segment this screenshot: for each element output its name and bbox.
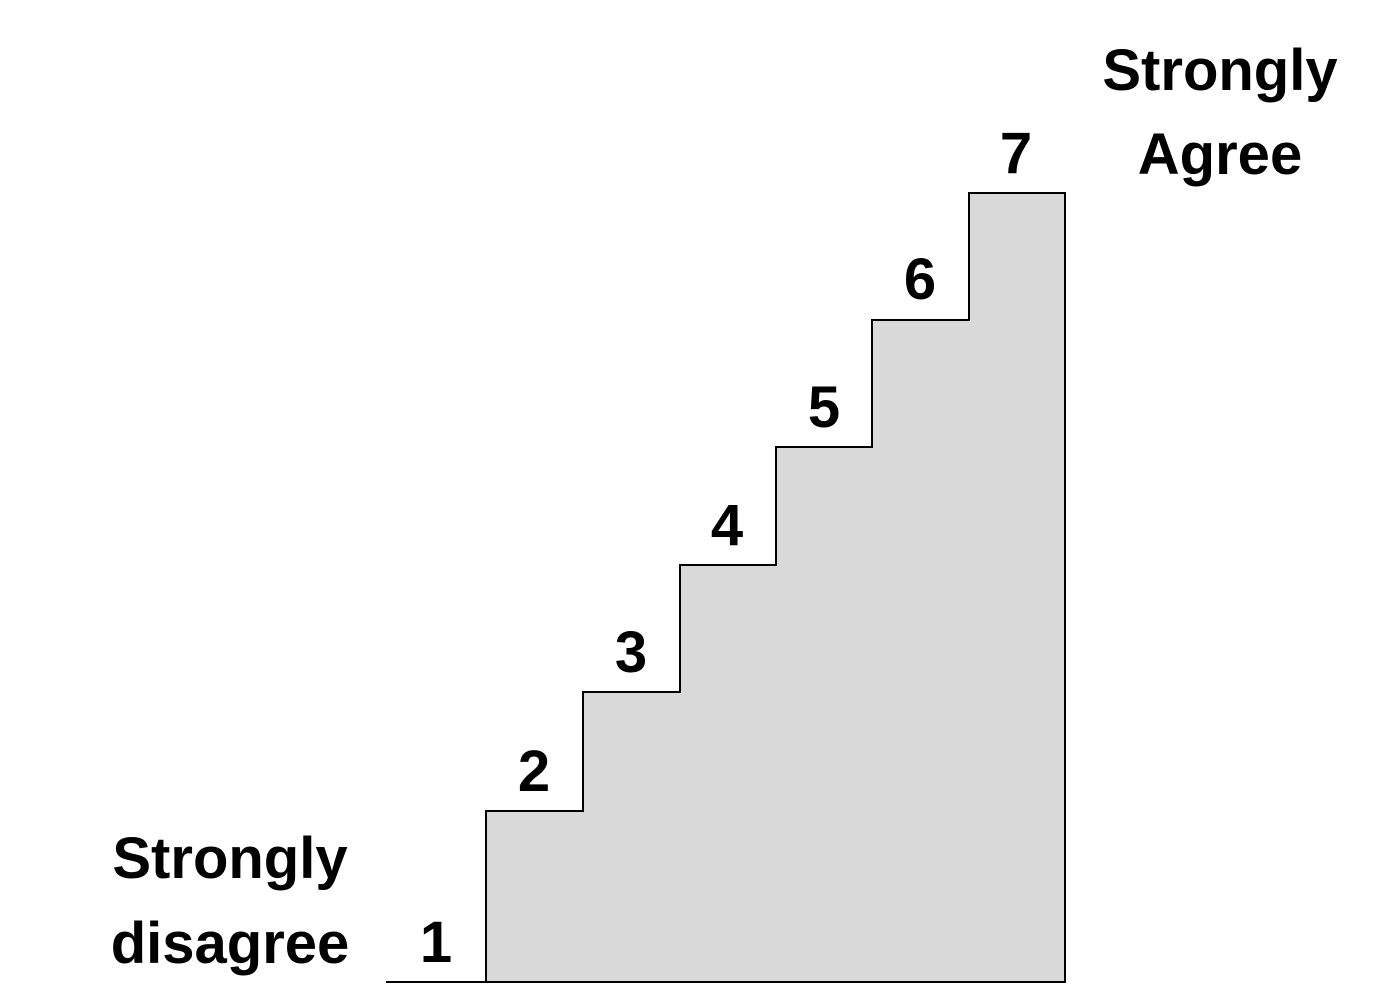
step-number-1: 1 <box>420 910 452 975</box>
high-anchor-line1: Strongly <box>1102 38 1337 103</box>
step-number-3: 3 <box>615 620 647 685</box>
step-number-6: 6 <box>904 247 936 312</box>
staircase-shape <box>485 192 1066 983</box>
step-number-2: 2 <box>518 739 550 804</box>
low-anchor-line2: disagree <box>111 911 350 976</box>
high-anchor-line2: Agree <box>1138 122 1302 187</box>
step-number-5: 5 <box>808 375 840 440</box>
low-anchor-line1: Strongly <box>112 826 347 891</box>
step-number-7: 7 <box>1000 121 1032 186</box>
step-number-4: 4 <box>711 493 743 558</box>
